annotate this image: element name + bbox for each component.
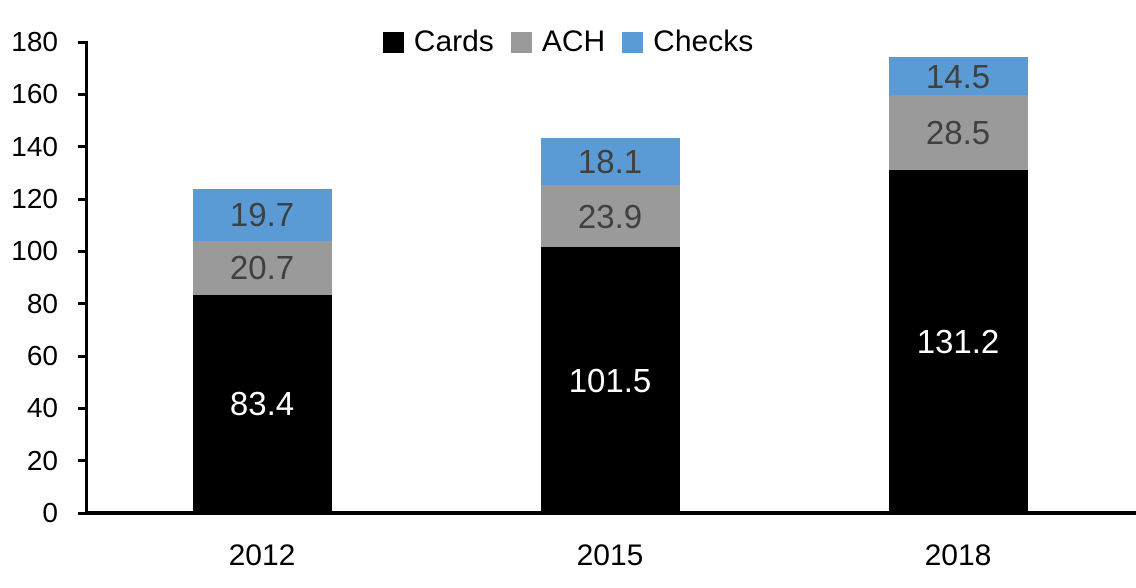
y-axis-tick [78,511,88,515]
y-axis-tick-label: 0 [42,497,58,528]
bar-value-label: 131.2 [916,322,1000,360]
y-axis-tick [78,459,88,463]
y-axis-tick-label: 120 [11,183,58,214]
legend-swatch-ach [510,31,532,53]
x-axis-line [85,511,1136,515]
legend-label-ach: ACH [541,25,606,58]
bar-segment-2012-cards: 83.4 [192,294,332,513]
y-axis-tick-label: 60 [26,340,58,371]
y-axis-tick [78,145,88,149]
bar-segment-2015-ach: 23.9 [540,184,680,248]
bar-value-label: 28.5 [925,113,991,151]
legend-label-checks: Checks [653,25,754,58]
bar-value-label: 20.7 [229,249,295,287]
y-axis-tick [78,249,88,253]
bar-segment-2015-cards: 101.5 [540,247,680,513]
bar-value-label: 23.9 [577,197,643,235]
bar-value-label: 14.5 [925,57,991,95]
y-axis-tick-label: 20 [26,444,58,476]
y-axis-tick [78,92,88,96]
y-axis-tick-label: 40 [26,392,58,424]
x-axis-label-2015: 2015 [576,539,644,572]
y-axis-tick-label: 140 [11,130,58,162]
bar-segment-2015-checks: 18.1 [540,137,680,185]
x-axis-label-2012: 2012 [228,539,296,572]
bar-segment-2018-checks: 14.5 [888,57,1028,96]
bar-value-label: 83.4 [229,385,295,423]
bar-value-label: 18.1 [577,142,643,180]
legend-item-checks: Checks [622,27,753,57]
y-axis-tick-label: 100 [11,235,58,267]
x-axis-label-2018: 2018 [924,539,992,572]
y-axis-tick [78,197,88,201]
bar-value-label: 101.5 [568,361,652,399]
y-axis-tick [78,354,88,358]
y-axis-tick-label: 160 [11,78,58,110]
y-axis-line [85,42,88,515]
y-axis-tick [78,40,88,44]
legend-swatch-checks [622,31,644,53]
y-axis-tick [78,406,88,410]
bar-segment-2018-ach: 28.5 [888,95,1028,170]
chart-legend: Cards ACH Checks [0,27,1136,57]
y-axis-tick-label: 80 [26,287,58,319]
bar-value-label: 19.7 [229,196,295,234]
bar-segment-2018-cards: 131.2 [888,169,1028,513]
legend-item-ach: ACH [510,25,606,58]
bar-segment-2012-ach: 20.7 [192,240,332,295]
legend-item-cards: Cards [382,25,494,58]
y-axis-tick-label: 180 [11,26,58,57]
legend-label-cards: Cards [413,25,494,58]
legend-swatch-cards [382,31,404,53]
y-axis-tick [78,302,88,306]
bar-segment-2012-checks: 19.7 [192,189,332,241]
